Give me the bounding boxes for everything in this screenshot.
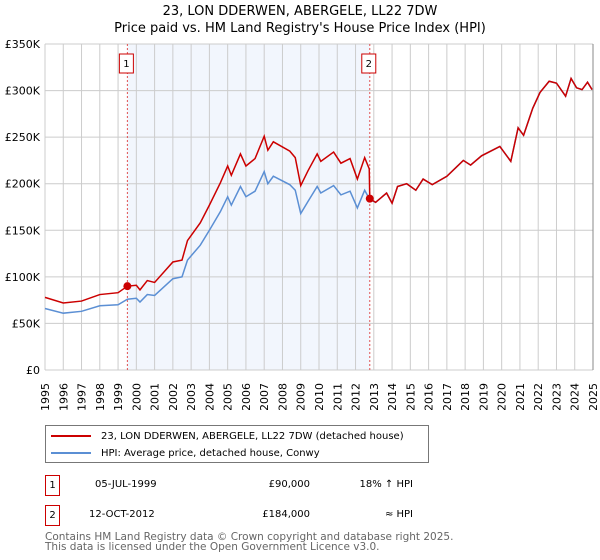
x-tick-label: 2025 xyxy=(587,383,600,410)
sale-point xyxy=(123,282,132,291)
x-tick-label: 2005 xyxy=(222,383,235,410)
legend-label: HPI: Average price, detached house, Conw… xyxy=(101,447,320,459)
y-tick-label: £50K xyxy=(12,317,41,330)
transaction-price: £184,000 xyxy=(262,509,310,520)
x-tick-label: 2000 xyxy=(130,383,143,410)
annotation-label: 2 xyxy=(366,59,372,70)
annotation-box xyxy=(118,53,134,74)
legend-swatch-blue xyxy=(51,452,91,454)
transaction-badge: 1 xyxy=(45,475,60,496)
x-tick-label: 2023 xyxy=(550,383,563,410)
transaction-badge: 2 xyxy=(45,505,60,526)
x-tick-label: 2012 xyxy=(350,383,363,410)
annotation-box xyxy=(361,53,377,74)
transaction-date: 12-OCT-2012 xyxy=(89,509,155,520)
x-tick-label: 2010 xyxy=(313,383,326,410)
transaction-row: 2 12-OCT-2012 £184,000 ≈ HPI xyxy=(45,505,465,526)
sale-point xyxy=(365,194,374,203)
x-tick-label: 2021 xyxy=(514,383,527,410)
shaded-period xyxy=(127,44,370,370)
x-tick-label: 2024 xyxy=(569,383,582,410)
x-tick-label: 2020 xyxy=(496,383,509,410)
legend-label: 23, LON DDERWEN, ABERGELE, LL22 7DW (det… xyxy=(101,430,404,442)
x-tick-label: 2006 xyxy=(240,383,253,410)
transaction-date: 05-JUL-1999 xyxy=(95,479,157,490)
x-tick-label: 2018 xyxy=(459,383,472,410)
x-tick-label: 1999 xyxy=(112,383,125,410)
x-tick-label: 2004 xyxy=(203,383,216,410)
legend: 23, LON DDERWEN, ABERGELE, LL22 7DW (det… xyxy=(45,425,429,463)
x-tick-label: 2019 xyxy=(477,383,490,410)
transaction-price: £90,000 xyxy=(268,479,310,490)
x-tick-label: 1998 xyxy=(94,383,107,410)
x-tick-label: 1995 xyxy=(39,383,52,410)
x-tick-label: 2008 xyxy=(276,383,289,410)
x-tick-label: 2017 xyxy=(441,383,454,410)
footer-copyright: Contains HM Land Registry data © Crown c… xyxy=(45,531,454,543)
y-tick-label: £200K xyxy=(5,178,41,191)
y-tick-label: £150K xyxy=(5,224,41,237)
y-tick-label: £350K xyxy=(5,38,41,51)
legend-item-property: 23, LON DDERWEN, ABERGELE, LL22 7DW (det… xyxy=(51,428,404,444)
chart-subtitle: Price paid vs. HM Land Registry's House … xyxy=(114,21,486,36)
y-tick-label: £0 xyxy=(26,364,40,377)
y-tick-label: £300K xyxy=(5,85,41,98)
x-tick-label: 2007 xyxy=(258,383,271,410)
footer-licence: This data is licensed under the Open Gov… xyxy=(45,541,380,553)
annotation-label: 1 xyxy=(123,59,129,70)
chart-title: 23, LON DDERWEN, ABERGELE, LL22 7DW xyxy=(162,4,438,19)
transaction-hpi: 18% ↑ HPI xyxy=(359,479,413,490)
transaction-row: 1 05-JUL-1999 £90,000 18% ↑ HPI xyxy=(45,475,465,496)
x-tick-label: 2013 xyxy=(368,383,381,410)
legend-swatch-red xyxy=(51,435,91,437)
x-tick-label: 2009 xyxy=(295,383,308,410)
x-tick-label: 2022 xyxy=(532,383,545,410)
transaction-hpi: ≈ HPI xyxy=(384,509,413,520)
x-tick-label: 2002 xyxy=(167,383,180,410)
x-tick-label: 2003 xyxy=(185,383,198,410)
y-tick-label: £100K xyxy=(5,271,41,284)
x-tick-label: 1996 xyxy=(57,383,70,410)
x-tick-label: 2014 xyxy=(386,383,399,410)
x-tick-label: 2011 xyxy=(331,383,344,410)
x-tick-label: 2001 xyxy=(149,383,162,410)
y-tick-label: £250K xyxy=(5,131,41,144)
line-chart: 1995 1996 1997 1998 1999 2000 2001 2002 2003 2004… xyxy=(5,38,600,410)
x-tick-label: 1997 xyxy=(76,383,89,410)
legend-item-hpi: HPI: Average price, detached house, Conw… xyxy=(51,445,320,461)
x-tick-label: 2016 xyxy=(423,383,436,410)
x-tick-label: 2015 xyxy=(404,383,417,410)
series-line-property xyxy=(44,76,593,304)
